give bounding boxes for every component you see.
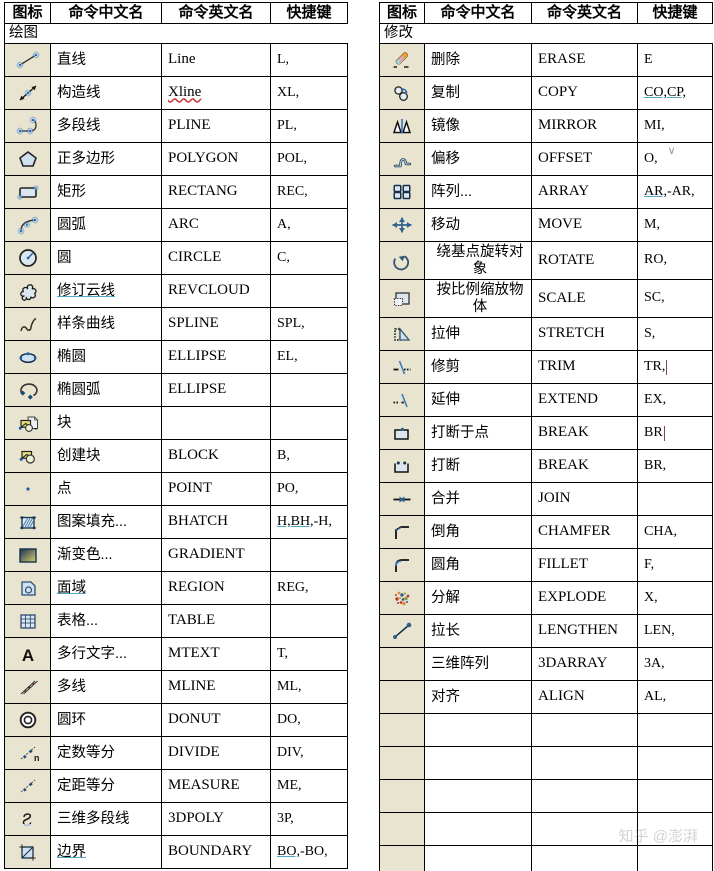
svg-text:A: A bbox=[21, 646, 33, 665]
svg-text:n: n bbox=[34, 753, 40, 763]
